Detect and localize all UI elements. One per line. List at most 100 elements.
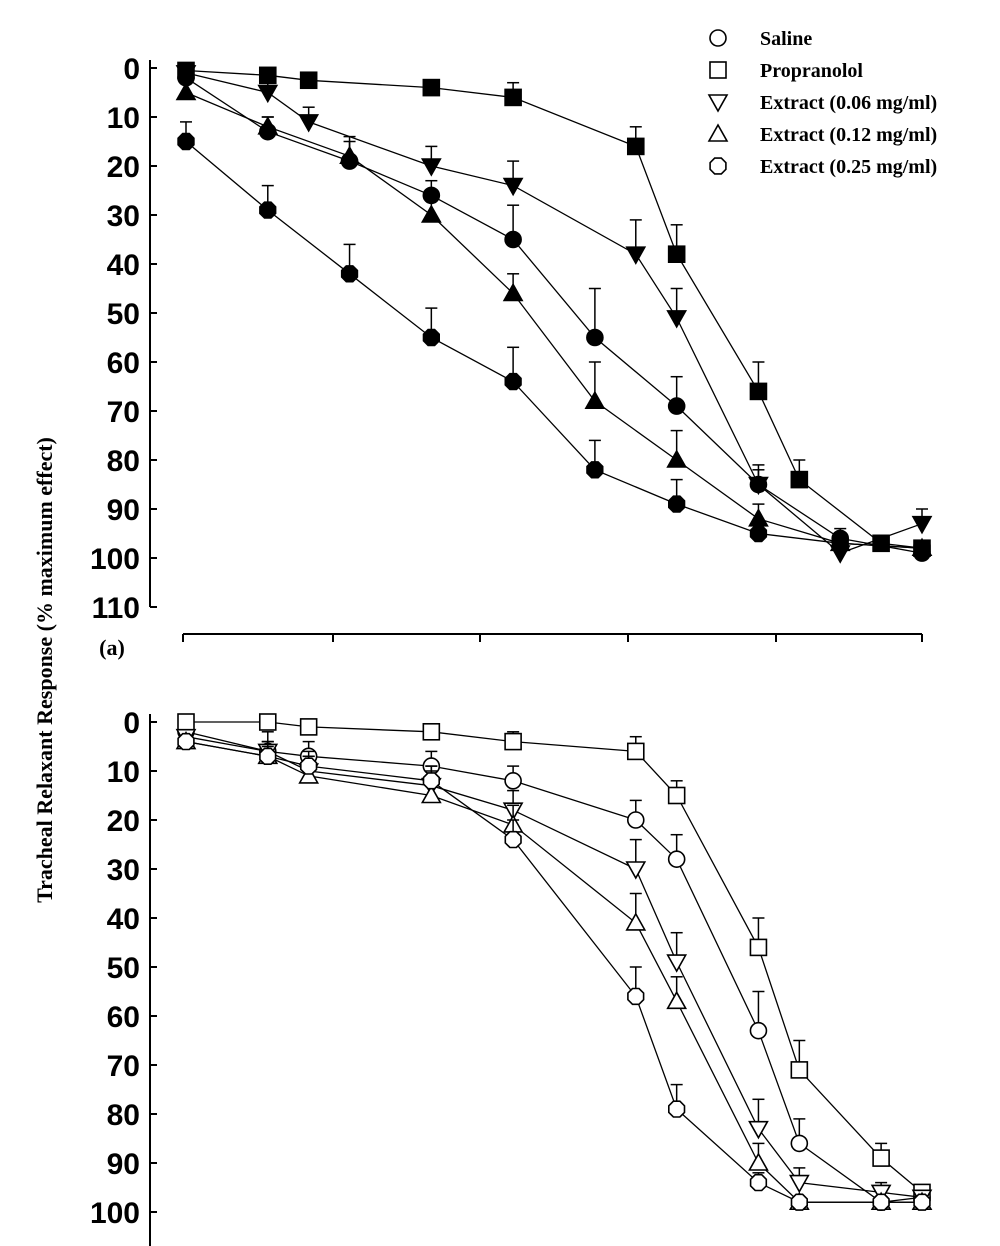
data-point	[625, 861, 647, 880]
series-line	[185, 736, 923, 1198]
y-tick-label: 40	[107, 903, 140, 936]
data-point	[177, 713, 195, 731]
data-point	[502, 282, 524, 302]
data-point	[177, 132, 195, 151]
y-tick-label: 90	[107, 1148, 140, 1181]
data-point	[749, 1021, 768, 1040]
data-point	[748, 1152, 769, 1171]
data-point	[667, 850, 686, 869]
data-point	[299, 718, 318, 736]
y-tick-label: 110	[92, 592, 140, 625]
series-line	[185, 731, 923, 1203]
legend-label: Extract (0.06 mg/ml)	[760, 92, 937, 114]
data-point	[666, 990, 688, 1010]
legend-label: Extract (0.25 mg/ml)	[760, 156, 937, 178]
data-point	[504, 830, 522, 849]
data-point	[420, 204, 442, 223]
data-point	[299, 757, 318, 775]
series-line	[185, 72, 923, 554]
y-tick-label: 80	[107, 1099, 140, 1132]
data-point	[626, 137, 645, 156]
data-point	[626, 811, 645, 829]
data-point	[504, 771, 522, 790]
y-tick-label: 70	[107, 396, 140, 429]
data-point	[339, 145, 360, 164]
panel-a: 0 10 20 30 40 50 60 70 80 90 100 110 (a)	[90, 53, 933, 660]
series-extract-0-25-mg-ml	[177, 732, 931, 1211]
legend-entry-saline: Saline	[709, 28, 812, 50]
data-point	[299, 71, 318, 90]
series-extract-0-06-mg-ml	[175, 728, 933, 1208]
data-point	[831, 534, 849, 553]
data-point	[258, 66, 277, 85]
legend-marker-square	[709, 61, 727, 79]
y-tick-label: 80	[107, 445, 140, 478]
series-extract-0-25-mg-ml	[177, 121, 931, 557]
series-extract-0-12-mg-ml	[175, 81, 933, 557]
data-point	[504, 372, 522, 391]
data-point	[749, 1173, 768, 1192]
data-point	[502, 177, 524, 197]
data-point	[872, 534, 890, 553]
legend-entry-extract-0-06-mg-ml: Extract (0.06 mg/ml)	[707, 92, 937, 114]
data-point	[175, 65, 197, 84]
data-point	[872, 1193, 890, 1211]
data-point	[504, 230, 522, 249]
legend-marker-triangle-down	[707, 94, 729, 113]
data-point	[422, 328, 441, 347]
data-point	[504, 732, 522, 751]
y-tick-label: 20	[107, 805, 140, 838]
series-saline	[177, 722, 931, 1211]
data-point	[790, 1193, 809, 1211]
data-point	[422, 722, 441, 741]
series-line	[185, 77, 923, 554]
data-point	[667, 1100, 686, 1118]
data-point	[788, 1174, 810, 1194]
data-point	[257, 84, 279, 104]
data-point	[586, 461, 604, 479]
data-point	[913, 1193, 931, 1211]
data-point	[259, 201, 277, 219]
data-point	[625, 246, 647, 265]
data-point	[790, 1134, 809, 1153]
y-tick-label: 30	[107, 200, 140, 233]
data-point	[748, 476, 769, 496]
data-point	[258, 713, 277, 731]
data-point	[625, 912, 647, 931]
y-tick-label: 50	[107, 298, 140, 331]
data-point	[175, 81, 197, 101]
data-point	[911, 515, 933, 535]
data-point	[420, 784, 442, 804]
y-tick-label: 0	[123, 53, 140, 86]
series-extract-0-12-mg-ml	[175, 730, 933, 1210]
series-line	[185, 91, 923, 549]
data-point	[667, 786, 686, 805]
y-tick-label: 100	[90, 543, 140, 576]
data-point	[422, 78, 441, 97]
data-point	[420, 158, 442, 177]
data-point	[749, 382, 768, 401]
y-tick-label: 90	[107, 494, 140, 527]
series-extract-0-06-mg-ml	[175, 65, 933, 564]
legend-label: Propranolol	[760, 60, 863, 82]
data-point	[177, 732, 195, 751]
data-point	[749, 524, 768, 543]
data-point	[298, 114, 320, 133]
data-point	[872, 1149, 890, 1167]
data-point	[748, 1120, 769, 1140]
legend-entry-extract-0-25-mg-ml: Extract (0.25 mg/ml)	[709, 156, 937, 178]
y-axis-label: Tracheal Relaxant Response (% maximum ef…	[32, 437, 57, 903]
data-point	[666, 954, 688, 973]
data-point	[257, 116, 279, 135]
legend-marker-circle	[709, 29, 727, 47]
legend-label: Extract (0.12 mg/ml)	[760, 124, 937, 146]
legend-marker-hexagon	[709, 157, 727, 175]
data-point	[584, 390, 606, 410]
data-point	[666, 449, 688, 468]
data-point	[626, 742, 645, 761]
data-point	[422, 772, 441, 790]
y-tick-label: 100	[90, 1197, 140, 1230]
data-point	[298, 765, 320, 784]
data-point	[504, 88, 522, 107]
